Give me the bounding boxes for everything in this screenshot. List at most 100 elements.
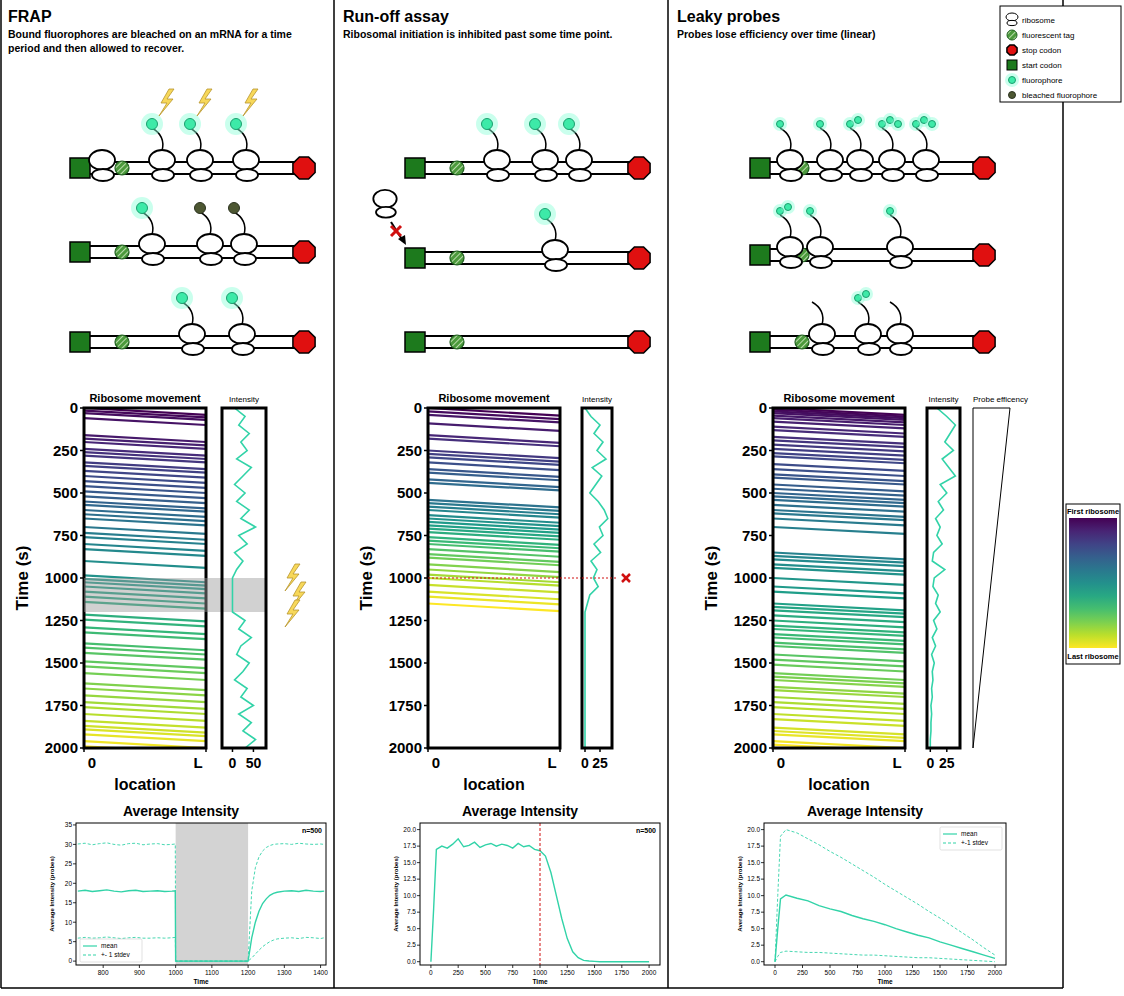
tick-label: 0 <box>88 754 96 771</box>
tick-label: 5.0 <box>407 925 416 932</box>
tick-label: 7.5 <box>751 908 760 915</box>
ribosome-small-subunit <box>780 169 802 181</box>
tick <box>205 748 207 752</box>
ribosome-track <box>773 690 905 697</box>
panel-border <box>1062 0 1064 988</box>
legend-label: +-1 stdev <box>961 839 989 846</box>
tick <box>80 535 84 537</box>
legend-swatch <box>943 833 957 834</box>
ribosome-small-subunit <box>858 343 880 355</box>
fluorophore-glow <box>781 200 795 214</box>
intensity-line <box>930 408 955 748</box>
fluorophore-glow <box>534 203 556 225</box>
tick <box>424 577 428 579</box>
tick <box>912 965 913 968</box>
ribosome-track <box>773 680 905 687</box>
ribosome-track <box>773 707 905 714</box>
ribosome-small-subunit <box>812 343 834 355</box>
axis-title: Average Intensity (probes) <box>737 856 743 931</box>
ribosome-track <box>428 483 560 491</box>
tick-label: 800 <box>98 969 109 976</box>
average-intensity-chart: Average Intensity02505007501000125015001… <box>737 803 1006 985</box>
tick-label: 2000 <box>642 969 657 976</box>
fluorophore <box>482 119 493 130</box>
fluorescent-tag <box>450 251 464 265</box>
axis-title: Average Intensity (probes) <box>49 856 55 931</box>
tick-label: 0 <box>70 399 78 416</box>
series-line <box>78 890 324 961</box>
ribosome-large-subunit <box>913 150 939 170</box>
legend-swatch <box>83 954 97 955</box>
figure: FRAPBound fluorophores are bleached on a… <box>0 0 1124 996</box>
legend-icon <box>1007 30 1017 40</box>
tick-label: 500 <box>397 484 422 501</box>
tick <box>73 883 76 884</box>
start-codon <box>750 245 770 265</box>
tick-label: 30 <box>65 841 73 848</box>
ribosome-small-subunit <box>535 169 557 181</box>
tick <box>417 945 420 946</box>
tick <box>584 748 586 752</box>
tick-label: 0 <box>68 957 72 964</box>
tick <box>761 846 764 847</box>
tick-label: 0 <box>773 969 777 976</box>
tick <box>73 863 76 864</box>
tick <box>769 535 773 537</box>
series-line <box>78 843 324 961</box>
legend-box <box>1000 6 1121 102</box>
tick <box>417 895 420 896</box>
tick <box>211 965 212 968</box>
ribosome-track <box>773 592 905 599</box>
ribosome-large-subunit <box>817 150 843 170</box>
series-line <box>78 937 324 961</box>
ribosome-small-subunit <box>236 169 258 181</box>
tick <box>761 895 764 896</box>
tick <box>73 941 76 942</box>
nascent-chain <box>780 215 791 238</box>
nascent-chain <box>858 302 869 325</box>
start-codon <box>405 158 425 178</box>
tick <box>769 492 773 494</box>
ribosome-large-subunit <box>229 324 255 344</box>
legend-label: mean <box>961 830 978 837</box>
inhibition-line <box>540 823 541 965</box>
legend-label: stop codon <box>1022 46 1061 55</box>
tick-label: 2000 <box>988 969 1003 976</box>
ribosome-track <box>84 442 206 449</box>
ribosome-track <box>84 418 206 425</box>
tick <box>967 965 968 968</box>
fluorophore <box>137 203 148 214</box>
bleached-fluorophore <box>1009 92 1016 99</box>
tick <box>559 748 561 752</box>
tick <box>940 965 941 968</box>
legend-label: +- 1 stdev <box>101 951 130 958</box>
chart-title: Average Intensity <box>807 803 923 819</box>
tick-label: 25 <box>939 755 955 771</box>
tick <box>761 928 764 929</box>
fluorophore <box>807 208 814 215</box>
panel-title: Run-off assay <box>343 8 449 25</box>
tick-label: 1750 <box>389 697 422 714</box>
ribosome-large-subunit <box>231 234 257 254</box>
ribosome-small-subunit <box>92 169 114 181</box>
lightning <box>159 89 174 116</box>
ribosome-track <box>428 423 560 431</box>
fluorophore-glow <box>851 113 865 127</box>
nascent-chain <box>890 302 901 325</box>
tick-label: 15.0 <box>747 859 760 866</box>
axis-title: Time (s) <box>702 546 721 611</box>
ribosome-large-subunit <box>197 234 223 254</box>
tick-label: 1750 <box>734 697 767 714</box>
tick-label: 1500 <box>933 969 948 976</box>
axis-title: location <box>463 776 524 793</box>
ribosome-large-subunit <box>233 150 259 170</box>
fluorophore <box>817 121 824 128</box>
tick-label: 20.0 <box>403 826 416 833</box>
fluorophore-glow <box>891 117 905 131</box>
fluorophore-glow <box>131 197 153 219</box>
tick <box>995 965 996 968</box>
tick-label: 2000 <box>389 739 422 756</box>
annotation: Probe efficency <box>973 395 1028 404</box>
legend-icon <box>1006 13 1018 21</box>
ribosome-track <box>773 519 905 526</box>
